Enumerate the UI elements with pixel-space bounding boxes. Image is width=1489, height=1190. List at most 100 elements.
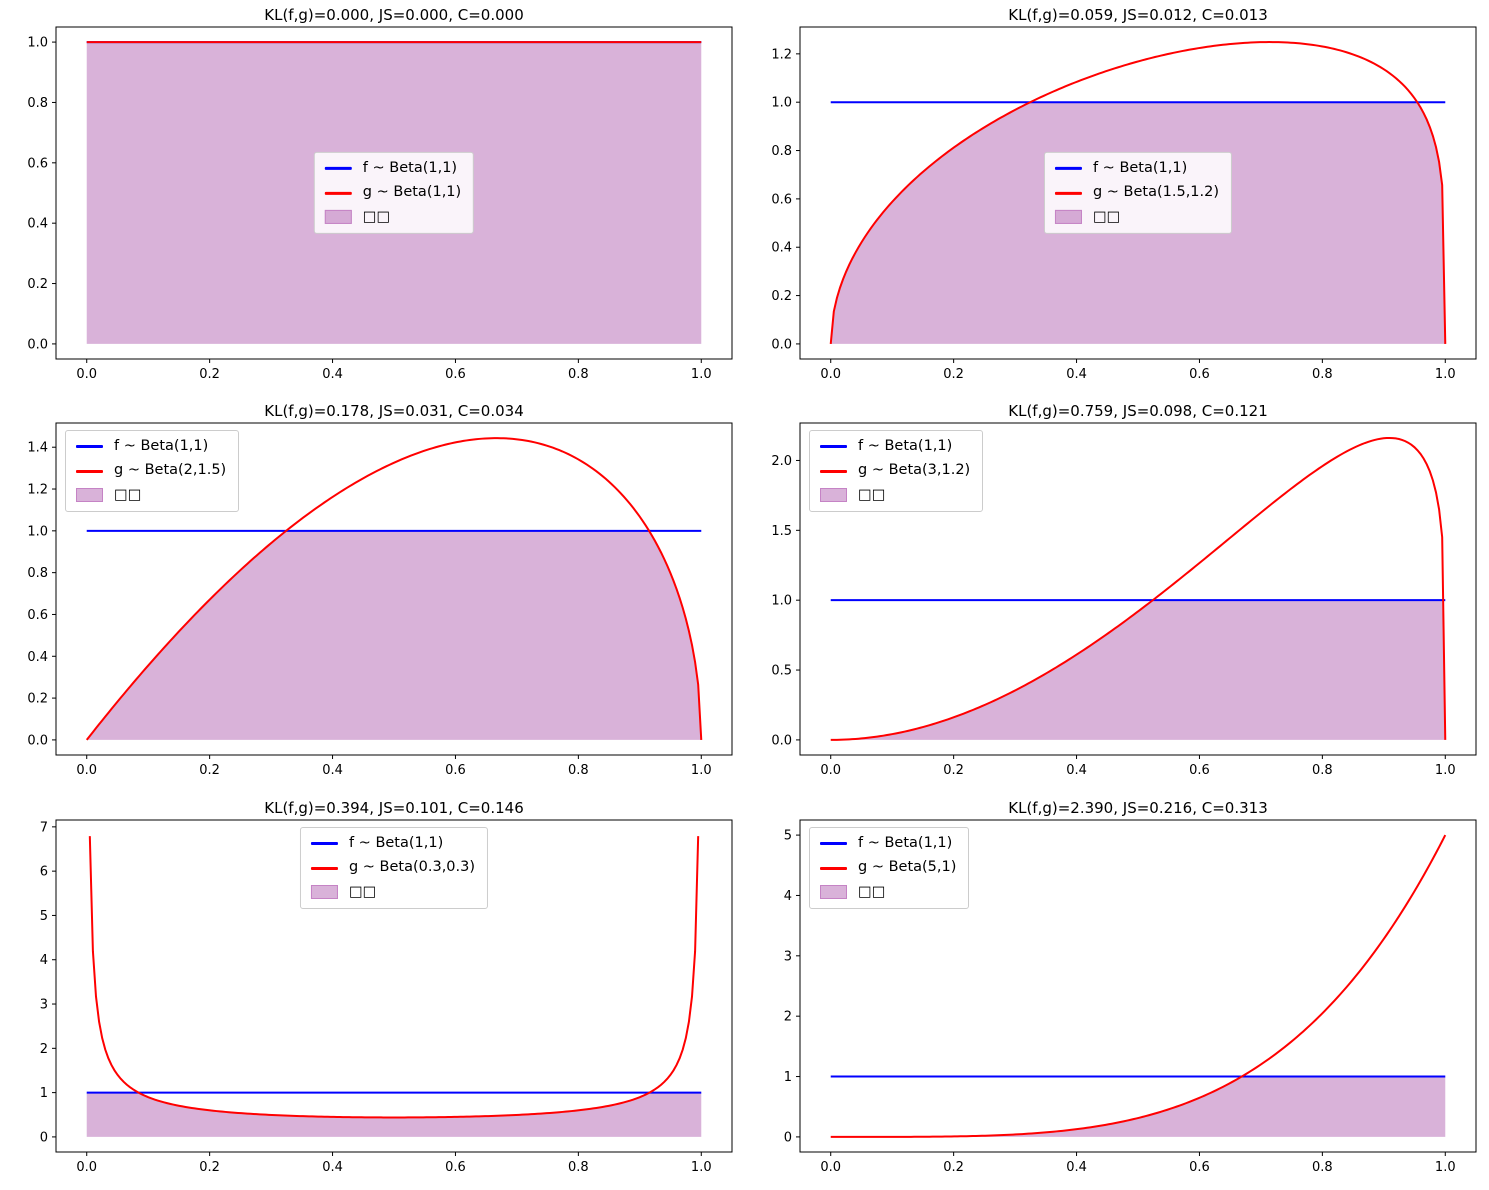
g-line-swatch — [310, 866, 338, 870]
x-tick-label: 0.4 — [322, 1160, 343, 1175]
subplot-3-title: KL(f,g)=0.178, JS=0.031, C=0.034 — [264, 402, 524, 420]
y-tick-label: 0.4 — [27, 217, 48, 232]
y-tick-label: 5 — [784, 829, 792, 844]
y-tick-label: 0.8 — [27, 96, 48, 111]
x-tick-label: 0.6 — [1189, 367, 1210, 382]
overlap-patch-swatch — [1054, 210, 1082, 225]
legend-label: f ~ Beta(1,1) — [858, 835, 953, 851]
x-tick-label: 1.0 — [691, 1160, 712, 1175]
legend-item: f ~ Beta(1,1) — [1054, 159, 1219, 177]
y-tick-label: 4 — [40, 953, 48, 968]
subplot-5-title: KL(f,g)=0.394, JS=0.101, C=0.146 — [264, 799, 524, 817]
y-tick-label: 0.6 — [771, 192, 792, 207]
x-tick-label: 1.0 — [1435, 1160, 1456, 1175]
legend: f ~ Beta(1,1) g ~ Beta(1.5,1.2) □□ — [1043, 151, 1233, 235]
x-tick-label: 0.0 — [820, 1160, 841, 1175]
y-tick-label: 6 — [40, 865, 48, 880]
legend-item: g ~ Beta(1,1) — [324, 184, 462, 201]
legend-label: g ~ Beta(0.3,0.3) — [348, 859, 476, 876]
overlap-fill — [86, 530, 702, 740]
x-tick-label: 0.6 — [445, 763, 466, 778]
axes-frame — [799, 819, 1477, 1153]
legend-item: □□ — [1054, 209, 1219, 226]
x-tick-label: 0.4 — [1066, 763, 1087, 778]
overlap-patch-swatch — [324, 210, 352, 225]
y-tick-label: 3 — [40, 998, 48, 1013]
f-line-swatch — [1054, 167, 1082, 171]
x-tick-label: 0.2 — [943, 367, 964, 382]
legend-label: f ~ Beta(1,1) — [1092, 159, 1188, 176]
subplot-2-canvas: 0.0 0.2 0.4 0.6 0.8 1.0 0.0 0.2 0.4 0.6 0.8 1.0 1.2 f… — [744, 0, 1489, 396]
y-tick-label: 0.0 — [771, 337, 792, 352]
y-tick-label: 1.0 — [771, 96, 792, 111]
axes-frame — [799, 26, 1477, 360]
y-tick-label: 0 — [784, 1130, 792, 1145]
subplot-5-canvas: 0.0 0.2 0.4 0.6 0.8 1.0 0 1 2 3 4 5 6 7 f ~ Beta(1,1) g… — [0, 793, 744, 1190]
y-tick-label: 0.0 — [771, 733, 792, 748]
y-tick-label: 0.8 — [27, 566, 48, 581]
y-tick-label: 0.4 — [27, 650, 48, 665]
overlap-patch-swatch — [310, 885, 338, 900]
subplot-4-canvas: 0.0 0.2 0.4 0.6 0.8 1.0 0.0 0.5 1.0 1.5 2.0 f ~ Bet… — [744, 396, 1489, 793]
y-tick-label: 1.2 — [771, 47, 792, 62]
y-tick-label: 3 — [784, 949, 792, 964]
legend-label: □□ — [858, 883, 886, 900]
overlap-patch-swatch — [820, 885, 847, 900]
y-tick-label: 0.2 — [771, 289, 792, 304]
legend-item: f ~ Beta(1,1) — [820, 438, 970, 455]
legend-label: f ~ Beta(1,1) — [858, 438, 953, 454]
x-tick-label: 1.0 — [1435, 763, 1456, 778]
y-tick-label: 2 — [40, 1042, 48, 1057]
x-tick-label: 0.0 — [76, 367, 97, 382]
subplot-6-title: KL(f,g)=2.390, JS=0.216, C=0.313 — [1008, 799, 1268, 817]
f-line-swatch — [310, 842, 338, 846]
subplot-3: KL(f,g)=0.178, JS=0.031, C=0.034 0.0 0.2 0… — [0, 396, 744, 793]
legend-label: □□ — [362, 208, 391, 225]
g-curve — [88, 836, 700, 1119]
y-tick-label: 4 — [784, 889, 792, 904]
subplot-5-svg: 0.0 0.2 0.4 0.6 0.8 1.0 0 1 2 3 4 5 6 7 — [40, 819, 733, 1175]
legend: f ~ Beta(1,1) g ~ Beta(0.3,0.3) □□ — [299, 827, 489, 910]
legend-label: □□ — [114, 486, 142, 503]
x-tick-label: 0.4 — [1066, 367, 1087, 382]
subplot-4: KL(f,g)=0.759, JS=0.098, C=0.121 0.0 0.2 0… — [744, 396, 1489, 793]
x-tick-label: 0.8 — [568, 367, 589, 382]
subplot-2: KL(f,g)=0.059, JS=0.012, C=0.013 0.0 0.2 0… — [744, 0, 1489, 396]
y-tick-label: 0.2 — [27, 692, 48, 707]
g-line-swatch — [1054, 191, 1082, 195]
legend-label: g ~ Beta(2,1.5) — [114, 462, 227, 479]
overlap-fill — [830, 1076, 1446, 1137]
legend-item: □□ — [310, 883, 475, 901]
subplot-6-svg: 0.0 0.2 0.4 0.6 0.8 1.0 0 1 2 3 4 5 — [784, 819, 1477, 1175]
y-tick-label: 0.6 — [27, 608, 48, 623]
legend-item: f ~ Beta(1,1) — [76, 438, 226, 455]
x-tick-label: 0.8 — [568, 763, 589, 778]
y-tick-label: 0.0 — [27, 337, 48, 352]
legend-item: □□ — [76, 487, 226, 504]
g-curve — [85, 437, 703, 741]
legend-item: g ~ Beta(2,1.5) — [76, 462, 226, 479]
legend-item: g ~ Beta(3,1.2) — [820, 462, 970, 479]
x-tick-label: 0.6 — [445, 367, 466, 382]
legend-item: □□ — [820, 884, 956, 901]
x-tick-label: 1.0 — [1435, 367, 1456, 382]
g-curve — [830, 834, 1447, 1138]
legend-item: g ~ Beta(1.5,1.2) — [1054, 184, 1219, 201]
legend-item: g ~ Beta(5,1) — [820, 859, 956, 876]
y-tick-label: 0 — [40, 1130, 48, 1145]
y-tick-label: 2 — [784, 1010, 792, 1025]
x-tick-label: 1.0 — [691, 367, 712, 382]
g-line-swatch — [820, 469, 847, 473]
legend-label: g ~ Beta(5,1) — [858, 859, 957, 876]
y-tick-label: 1.0 — [27, 36, 48, 51]
legend-label: f ~ Beta(1,1) — [114, 438, 209, 454]
g-curve — [829, 41, 1447, 345]
legend-label: □□ — [348, 883, 377, 900]
x-tick-label: 0.6 — [1189, 763, 1210, 778]
subplot-1-title: KL(f,g)=0.000, JS=0.000, C=0.000 — [264, 6, 524, 24]
legend-label: g ~ Beta(1,1) — [362, 184, 462, 201]
f-line-swatch — [820, 842, 847, 846]
x-tick-label: 0.6 — [1189, 1160, 1210, 1175]
x-tick-label: 0.8 — [1312, 1160, 1333, 1175]
y-tick-label: 5 — [40, 909, 48, 924]
